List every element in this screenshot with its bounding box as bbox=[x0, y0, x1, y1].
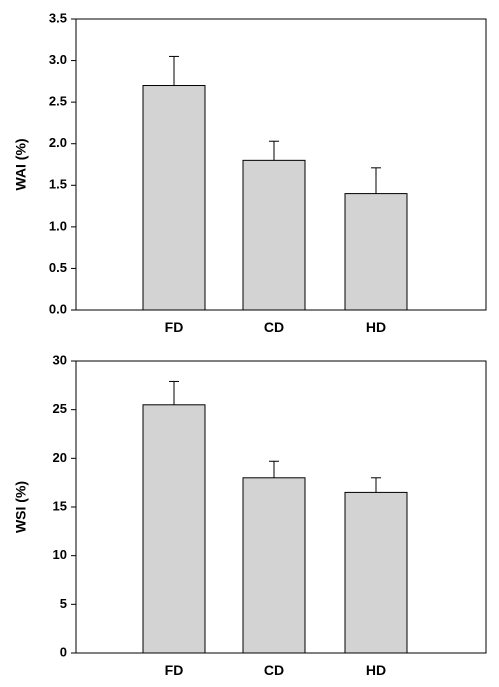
wsi-y-tick-label: 0 bbox=[60, 644, 67, 659]
wai-y-tick-label: 0.0 bbox=[49, 301, 67, 316]
wsi-bars bbox=[142, 380, 408, 654]
wsi-y-tick-label: 5 bbox=[60, 596, 67, 611]
wai-category-labels: FD CD HD bbox=[165, 319, 386, 335]
wsi-y-ticks: 0 5 10 15 20 25 30 bbox=[53, 352, 76, 659]
wai-y-tick-label: 3.0 bbox=[49, 52, 67, 67]
wai-bar-hd bbox=[344, 193, 408, 311]
wsi-y-tick-label: 25 bbox=[53, 401, 67, 416]
wai-y-tick-label: 0.5 bbox=[49, 260, 67, 275]
wai-y-axis-title: WAI (%) bbox=[13, 138, 29, 190]
wai-chart: WAI (%) 0.0 0.5 1.0 1.5 2.0 2.5 3.0 3.5 FD CD HD bbox=[13, 10, 487, 335]
wai-bars bbox=[142, 55, 408, 311]
wsi-y-tick-label: 10 bbox=[53, 547, 67, 562]
wai-category-label: CD bbox=[264, 319, 284, 335]
wsi-y-tick-label: 30 bbox=[53, 352, 67, 367]
wsi-category-label: HD bbox=[366, 662, 386, 678]
wsi-y-axis-title: WSI (%) bbox=[13, 481, 29, 533]
wai-bar-fd bbox=[142, 85, 206, 311]
wsi-category-label: FD bbox=[165, 662, 184, 678]
wsi-category-labels: FD CD HD bbox=[165, 662, 386, 678]
wai-bar-cd bbox=[242, 159, 306, 311]
wai-y-tick-label: 1.5 bbox=[49, 177, 67, 192]
wai-y-tick-label: 3.5 bbox=[49, 10, 67, 25]
wai-y-tick-label: 1.0 bbox=[49, 218, 67, 233]
wsi-bar-fd bbox=[142, 404, 206, 654]
wai-y-tick-label: 2.5 bbox=[49, 94, 67, 109]
wsi-bar-cd bbox=[242, 477, 306, 654]
wsi-y-tick-label: 20 bbox=[53, 450, 67, 465]
wsi-bar-hd bbox=[344, 491, 408, 654]
wai-y-ticks: 0.0 0.5 1.0 1.5 2.0 2.5 3.0 3.5 bbox=[49, 10, 76, 316]
wai-category-label: HD bbox=[366, 319, 386, 335]
wai-category-label: FD bbox=[165, 319, 184, 335]
wsi-category-label: CD bbox=[264, 662, 284, 678]
wai-y-tick-label: 2.0 bbox=[49, 135, 67, 150]
wsi-chart: WSI (%) 0 5 10 15 20 25 30 FD CD HD bbox=[13, 352, 487, 678]
wsi-y-tick-label: 15 bbox=[53, 498, 67, 513]
